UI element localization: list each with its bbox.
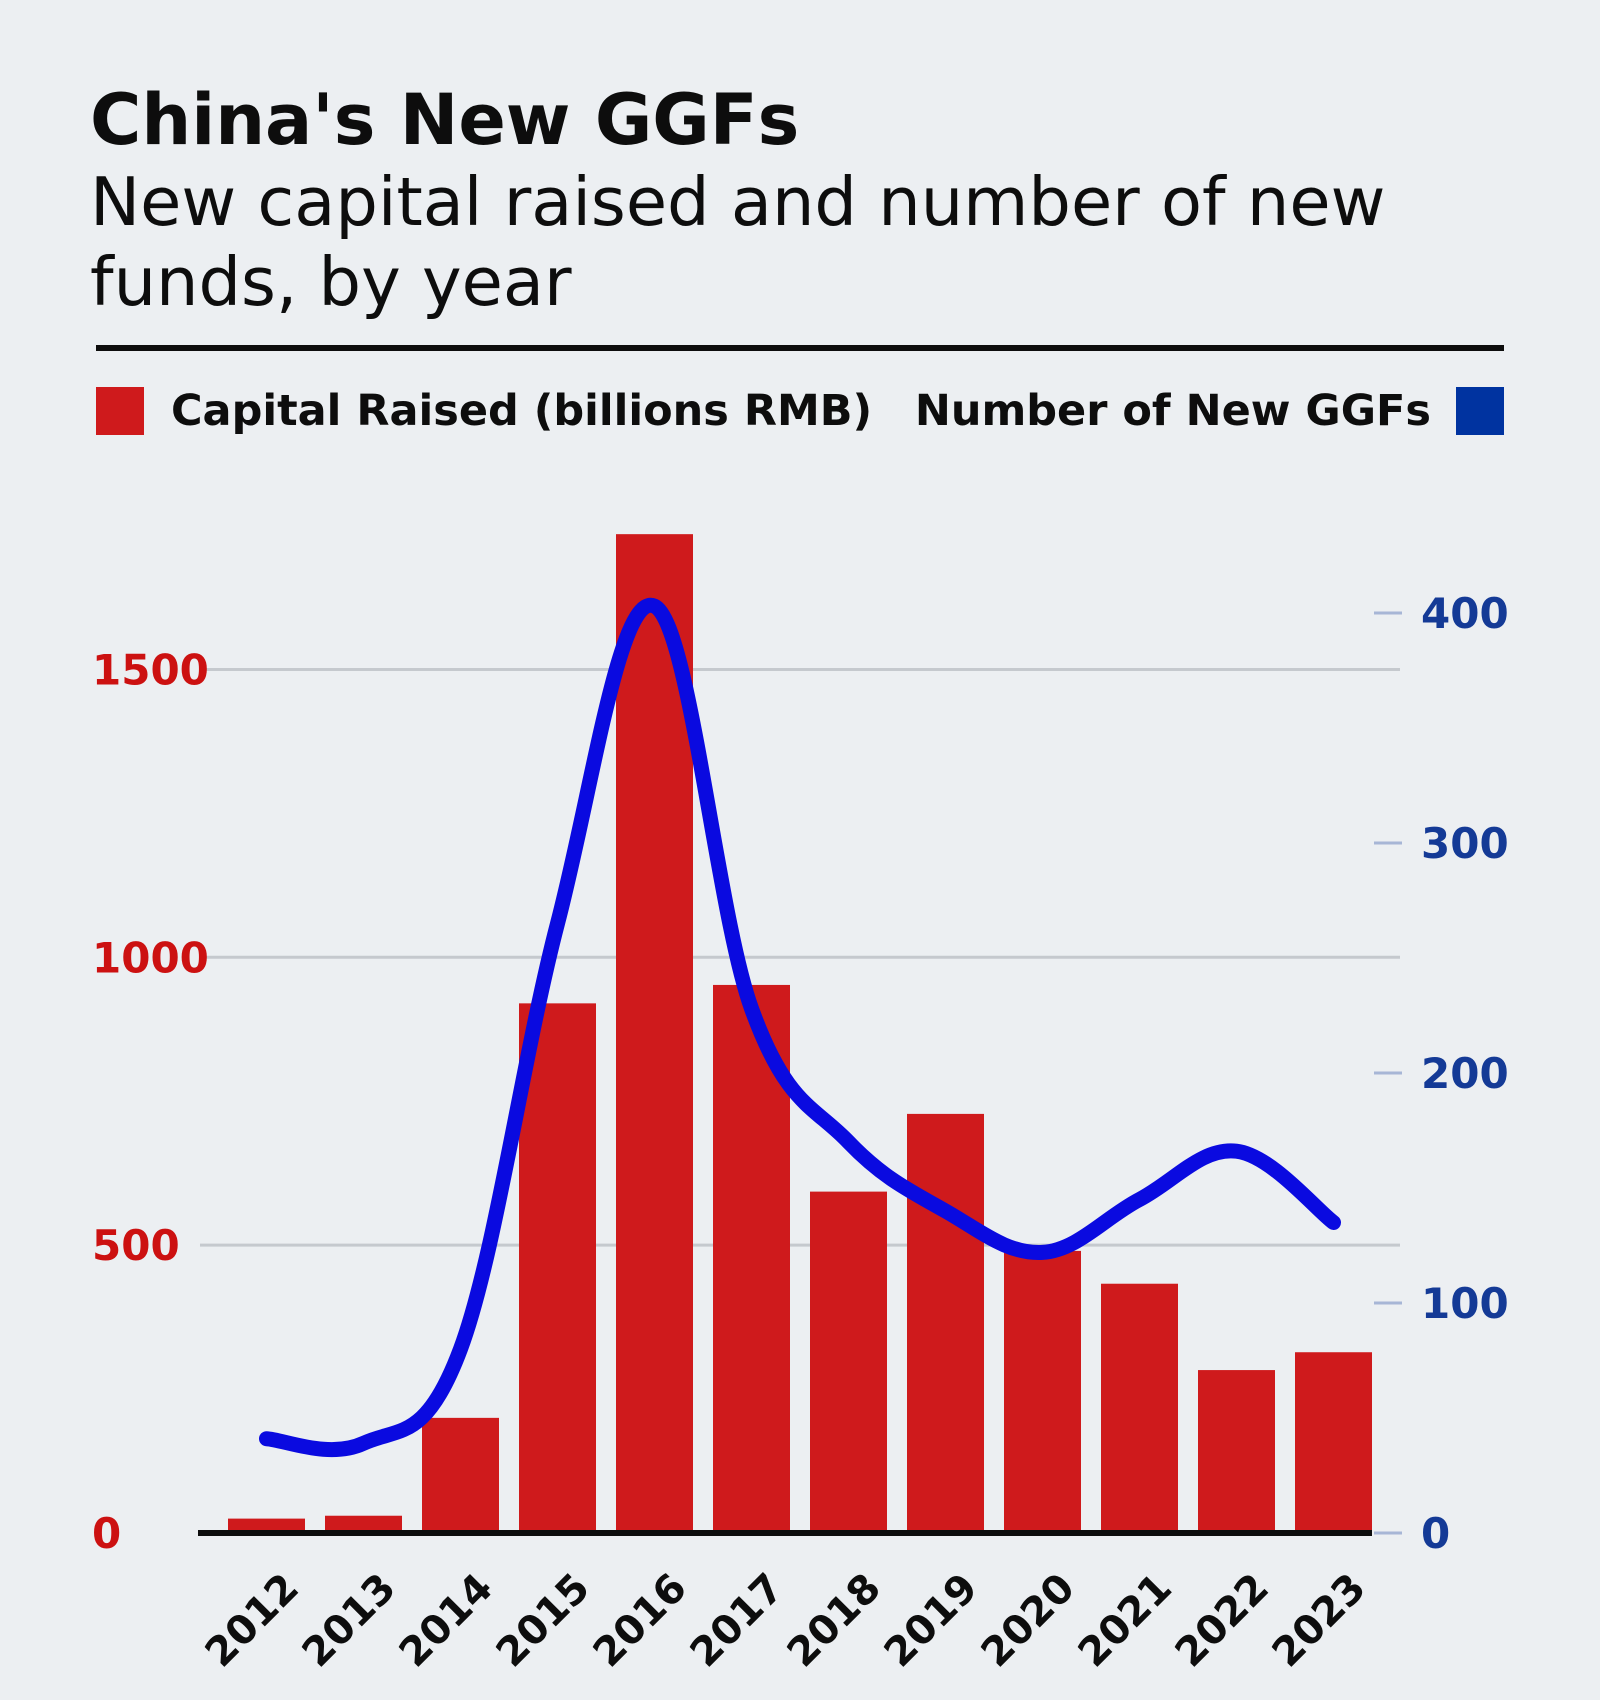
x-axis-tick-label: 2018 (779, 1565, 890, 1676)
legend-label-capital: Capital Raised (billions RMB) (171, 386, 873, 436)
chart-title: China's New GGFs (90, 79, 800, 161)
x-axis-tick-label: 2016 (585, 1565, 696, 1676)
bar-2013 (325, 1515, 402, 1533)
bar-2015 (519, 1003, 596, 1533)
x-axis-tick-label: 2012 (197, 1565, 308, 1676)
bar-2016 (616, 534, 693, 1533)
bar-2014 (422, 1417, 499, 1533)
legend-swatch-capital (96, 387, 144, 435)
x-axis-tick-label: 2021 (1070, 1565, 1181, 1676)
x-axis-tick-label: 2020 (973, 1565, 1084, 1676)
x-axis-tick-label: 2022 (1167, 1565, 1278, 1676)
bar-2019 (907, 1113, 984, 1533)
x-axis-tick-label: 2013 (294, 1565, 405, 1676)
left-axis-tick-label: 0 (92, 1509, 121, 1558)
right-axis-tick-label: 100 (1421, 1279, 1509, 1328)
chart-subtitle: New capital raised and number of new fun… (90, 163, 1386, 321)
series-line-new-ggfs (259, 597, 1341, 1458)
right-axis-tick-label: 0 (1421, 1509, 1450, 1558)
bar-2021 (1101, 1283, 1178, 1533)
left-axis-tick-label: 1000 (92, 933, 209, 982)
x-axis-tick-label: 2023 (1264, 1565, 1375, 1676)
left-axis-tick-label: 1500 (92, 645, 209, 694)
bar-2012 (228, 1518, 305, 1533)
title-divider (96, 345, 1504, 351)
right-axis-tick-label: 200 (1421, 1049, 1509, 1098)
legend-count: Number of New GGFs (915, 386, 1504, 436)
x-axis-tick-label: 2019 (876, 1565, 987, 1676)
legend-swatch-count (1456, 387, 1504, 435)
bar-2022 (1198, 1370, 1275, 1533)
left-axis-tick-label: 500 (92, 1221, 180, 1270)
right-axis-tick-label: 400 (1421, 589, 1509, 638)
x-axis-tick-label: 2017 (682, 1565, 793, 1676)
x-axis-tick-label: 2015 (488, 1565, 599, 1676)
x-axis-tick-label: 2014 (391, 1565, 502, 1676)
legend-label-count: Number of New GGFs (914, 386, 1431, 436)
bar-2018 (810, 1191, 887, 1533)
bar-2023 (1295, 1352, 1372, 1533)
legend-capital: Capital Raised (billions RMB) (96, 386, 872, 436)
bar-2020 (1004, 1250, 1081, 1533)
right-axis-tick-label: 300 (1421, 819, 1509, 868)
